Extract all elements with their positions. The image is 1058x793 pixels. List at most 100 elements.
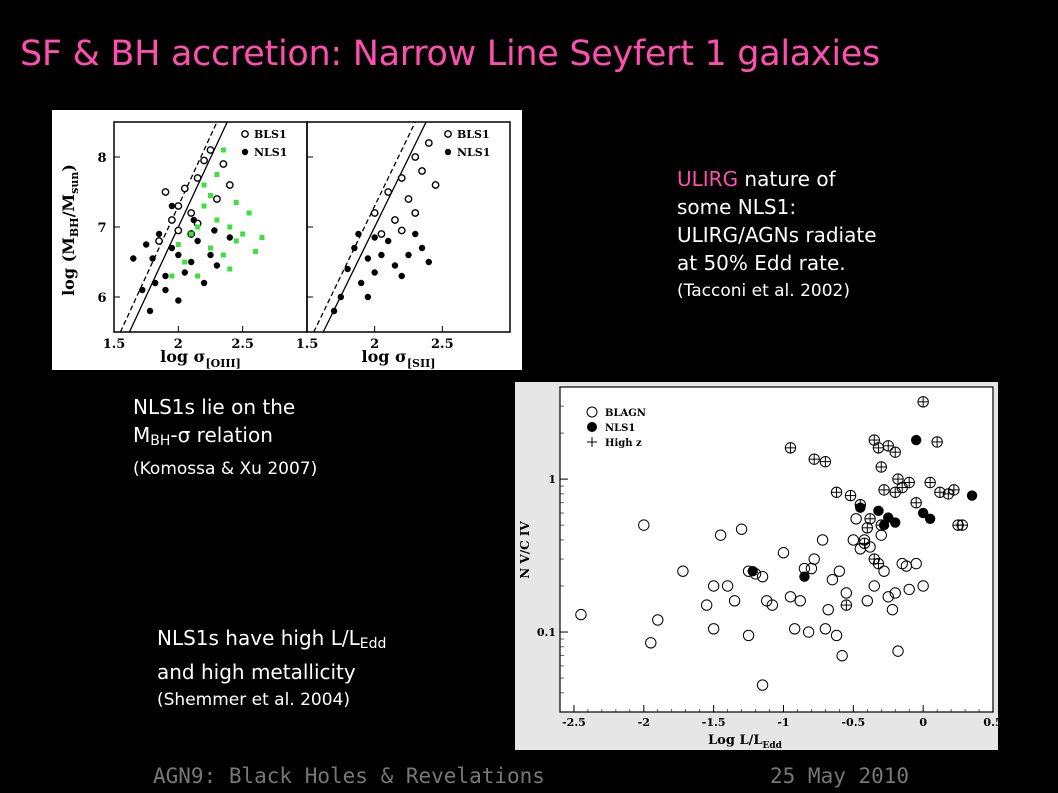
data-point-bls1 — [404, 195, 413, 203]
data-point-nls1 — [194, 237, 201, 245]
ulirg-line-3: ULIRG/AGNs radiate — [677, 223, 877, 247]
data-point-blagn — [910, 557, 922, 570]
page-title: SF & BH accretion: Narrow Line Seyfert 1… — [20, 34, 880, 74]
data-point-blagn — [816, 534, 829, 546]
legend-marker-bls1 — [444, 130, 452, 138]
footer-left: AGN9: Black Holes & Revelations — [153, 764, 545, 788]
data-point-nls1 — [337, 293, 345, 301]
data-point-green — [227, 224, 233, 230]
y-tick-label: 0.1 — [537, 626, 556, 639]
data-point-nls1 — [425, 258, 432, 266]
legend-marker-nls1 — [587, 422, 597, 432]
data-point-blagn — [802, 626, 815, 638]
data-point-nls1 — [155, 230, 163, 238]
y-axis-label: log (MBH/Msun) — [59, 164, 81, 296]
data-point-green — [208, 193, 213, 198]
data-point-bls1 — [180, 184, 189, 193]
data-point-blagn — [850, 513, 862, 525]
msigma-line-2: MBH-σ relation — [133, 423, 273, 449]
data-point-bls1 — [193, 174, 202, 182]
data-point-blagn — [575, 608, 587, 621]
data-point-green — [220, 147, 226, 153]
x-tick-label: -0.5 — [841, 716, 865, 729]
data-point-nls1 — [146, 307, 154, 315]
data-point-blagn — [861, 595, 873, 607]
x-tick-label: 2.5 — [231, 337, 254, 352]
data-point-blagn — [903, 583, 915, 596]
legend-label-high-z: High z — [605, 438, 642, 449]
data-point-blagn — [707, 580, 720, 592]
relation-line-solid — [322, 122, 427, 332]
legend-label-nls1: NLS1 — [605, 423, 635, 434]
data-point-nls1 — [405, 251, 412, 259]
data-point-green — [214, 217, 220, 223]
ulirg-reference: (Tacconi et al. 2002) — [677, 281, 850, 301]
x-tick-label: 2 — [174, 337, 183, 352]
data-point-high-z — [878, 484, 890, 496]
data-point-nls1 — [910, 434, 922, 446]
data-point-nls1 — [139, 286, 146, 294]
msigma-reference: (Komossa & Xu 2007) — [133, 459, 318, 479]
data-point-nls1 — [966, 490, 978, 501]
data-point-bls1 — [168, 216, 176, 224]
data-point-high-z — [882, 440, 894, 452]
data-point-high-z — [948, 484, 960, 496]
data-point-blagn — [766, 599, 779, 611]
data-point-nls1 — [162, 272, 169, 280]
data-point-bls1 — [161, 188, 170, 196]
data-point-bls1 — [174, 202, 183, 210]
axes-frame — [559, 386, 994, 713]
data-point-nls1 — [207, 251, 214, 259]
x-tick-label: -2.5 — [562, 716, 586, 729]
data-point-blagn — [677, 565, 689, 577]
data-point-nls1 — [357, 279, 365, 287]
eddington-note: NLS1s have high L/LEdd and high metallic… — [157, 624, 497, 714]
data-point-high-z — [868, 434, 880, 446]
ulirg-note: ULIRG nature of some NLS1: ULIRG/AGNs ra… — [677, 165, 1007, 305]
x-tick-label: 0.5 — [983, 716, 998, 729]
metallicity-plot: -2.5 -2 -1.5 -1 -0.5 0 0.5 0.1 1 BLAGN NLS1 High z N… — [518, 386, 1003, 751]
data-point-high-z — [840, 599, 853, 611]
data-point-blagn — [784, 591, 797, 603]
data-point-green — [201, 203, 207, 209]
legend-label-bls1: BLS1 — [457, 128, 490, 141]
data-point-bls1 — [384, 188, 393, 196]
data-point-blagn — [735, 523, 748, 535]
data-point-blagn — [822, 603, 834, 616]
data-point-nls1 — [378, 251, 385, 259]
data-point-blagn — [836, 650, 848, 662]
data-point-green — [246, 210, 252, 216]
x-axis-label: log σ[OIII] — [160, 347, 241, 370]
data-point-nls1 — [211, 227, 218, 234]
data-point-nls1 — [924, 513, 936, 524]
data-point-blagn — [889, 587, 901, 599]
legend-marker-nls1 — [444, 148, 452, 156]
data-point-high-z — [889, 446, 901, 458]
data-point-blagn — [882, 591, 894, 603]
data-point-nls1 — [398, 272, 405, 280]
data-point-green — [169, 273, 175, 279]
data-point-nls1 — [200, 279, 208, 287]
data-point-bls1 — [397, 174, 406, 182]
y-axis-label: N V/C IV — [518, 521, 532, 579]
ulirg-line-4: at 50% Edd rate. — [677, 251, 846, 275]
data-point-green — [240, 231, 246, 237]
data-point-blagn — [714, 529, 727, 541]
legend-marker-blagn — [586, 406, 598, 418]
data-point-bls1 — [377, 230, 386, 238]
x-axis-label: log σ[SII] — [362, 347, 436, 370]
data-point-high-z — [910, 497, 922, 509]
y-tick-label: 8 — [97, 151, 106, 166]
data-point-blagn — [700, 599, 713, 611]
data-point-nls1 — [890, 517, 901, 528]
data-point-high-z — [872, 557, 885, 570]
data-point-nls1 — [168, 202, 176, 210]
data-point-blagn — [756, 571, 769, 583]
data-point-nls1 — [799, 571, 810, 582]
data-point-nls1 — [188, 258, 195, 266]
data-point-nls1 — [130, 255, 137, 262]
data-point-blagn — [840, 587, 853, 599]
data-point-green — [182, 259, 188, 265]
data-point-nls1 — [151, 279, 159, 287]
msigma-note: NLS1s lie on the MBH-σ relation (Komossa… — [133, 393, 433, 483]
